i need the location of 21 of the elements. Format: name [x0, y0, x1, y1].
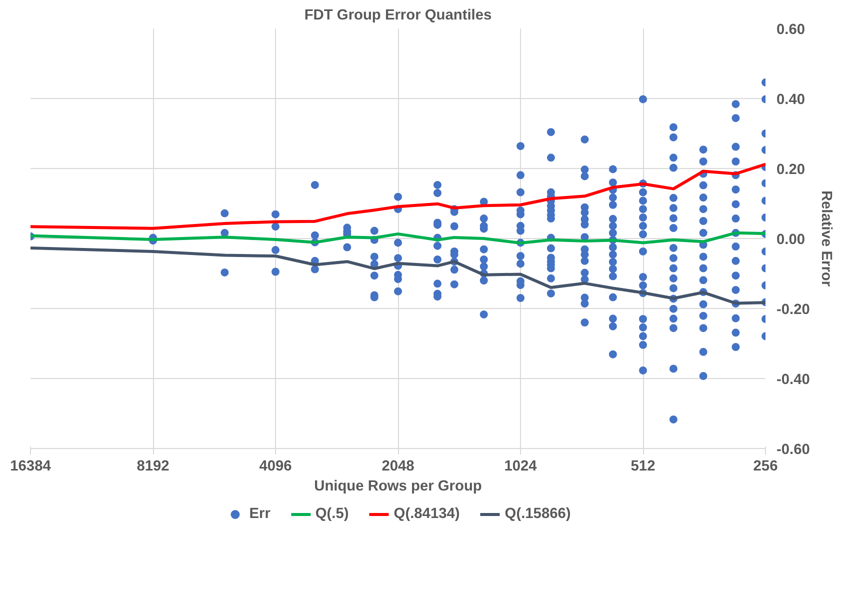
y-tick-label: -0.60 — [776, 442, 810, 458]
x-tick-label: 1024 — [504, 458, 538, 474]
y-tick-label: 0.60 — [776, 22, 806, 38]
x-tick-label: 8192 — [136, 458, 170, 474]
y-tick-label: -0.20 — [776, 302, 810, 318]
legend-label: Q(.15866) — [504, 506, 571, 522]
chart-title: FDT Group Error Quantiles — [304, 8, 492, 24]
x-axis-title: Unique Rows per Group — [314, 478, 482, 494]
legend-label: Q(.84134) — [394, 506, 460, 522]
x-tick-label: 4096 — [259, 458, 292, 474]
x-tick-label: 512 — [630, 458, 656, 474]
y-tick-label: 0.20 — [776, 162, 806, 178]
x-tick-label: 16384 — [10, 458, 52, 474]
legend-label: Err — [249, 506, 270, 522]
y-axis-title: Relative Error — [818, 190, 834, 287]
y-tick-label: -0.40 — [776, 372, 810, 388]
y-tick-label: 0.40 — [776, 92, 806, 108]
legend-label: Q(.5) — [315, 506, 349, 522]
y-tick-label: 0.00 — [776, 232, 806, 248]
x-tick-label: 2048 — [382, 458, 414, 474]
x-tick-label: 256 — [753, 458, 778, 474]
